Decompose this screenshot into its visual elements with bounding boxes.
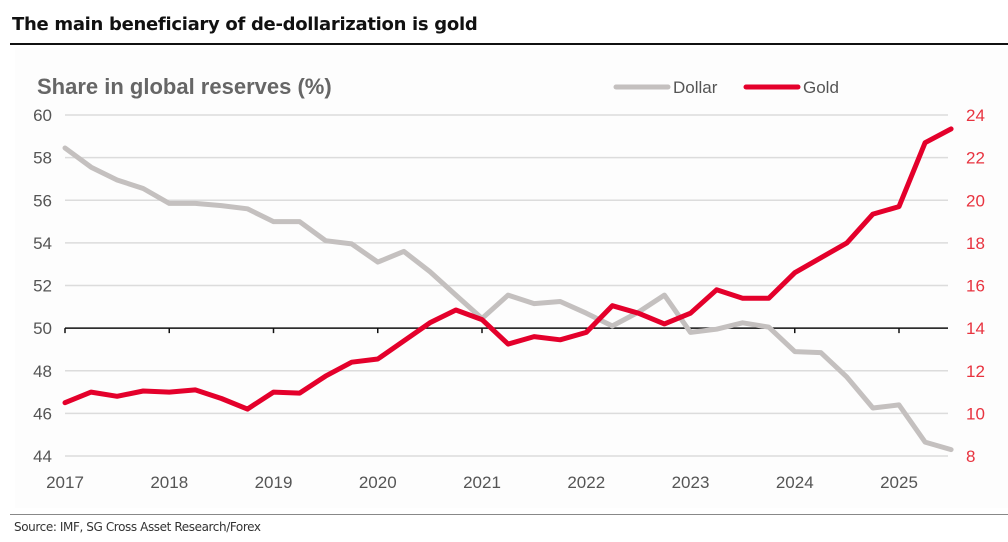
x-axis-ticks: 2017 2018 2019 2020 2021 2022 2023 2024 2025 <box>46 328 918 492</box>
right-axis-ticks: 8 10 12 14 16 18 20 22 24 <box>966 106 985 466</box>
left-tick-label: 52 <box>33 277 52 296</box>
right-tick-label: 24 <box>966 106 985 125</box>
source-rule <box>10 514 1008 515</box>
x-tick-label: 2022 <box>567 473 605 492</box>
x-tick-label: 2025 <box>880 473 918 492</box>
right-tick-label: 14 <box>966 319 985 338</box>
right-tick-label: 16 <box>966 277 985 296</box>
right-tick-label: 8 <box>966 447 975 466</box>
left-tick-label: 54 <box>33 234 52 253</box>
right-tick-label: 20 <box>966 191 985 210</box>
title-rule <box>10 43 1008 45</box>
left-tick-label: 56 <box>33 191 52 210</box>
left-tick-label: 48 <box>33 362 52 381</box>
y-axis-label: Share in global reserves (%) <box>37 74 332 99</box>
legend-label-dollar: Dollar <box>673 78 718 97</box>
left-tick-label: 46 <box>33 404 52 423</box>
series-lines <box>62 126 954 453</box>
x-tick-label: 2023 <box>672 473 710 492</box>
chart-panel <box>15 48 1008 508</box>
legend-label-gold: Gold <box>803 78 839 97</box>
x-tick-label: 2017 <box>46 473 84 492</box>
right-tick-label: 18 <box>966 234 985 253</box>
right-tick-label: 22 <box>966 149 985 168</box>
series-line-dollar <box>62 145 954 453</box>
left-tick-label: 44 <box>33 447 52 466</box>
x-tick-label: 2021 <box>463 473 501 492</box>
left-tick-label: 58 <box>33 149 52 168</box>
source-note: Source: IMF, SG Cross Asset Research/For… <box>14 520 261 534</box>
right-tick-label: 12 <box>966 362 985 381</box>
x-tick-label: 2024 <box>776 473 814 492</box>
x-tick-label: 2019 <box>255 473 293 492</box>
left-axis-ticks: 44 46 48 50 52 54 56 58 60 <box>33 106 52 466</box>
x-tick-label: 2018 <box>150 473 188 492</box>
right-tick-label: 10 <box>966 404 985 423</box>
gridlines <box>65 114 948 457</box>
legend: Dollar Gold <box>613 78 839 97</box>
left-tick-label: 60 <box>33 106 52 125</box>
chart-title: The main beneficiary of de-dollarization… <box>12 14 478 35</box>
left-tick-label: 50 <box>33 319 52 338</box>
series-line-gold <box>62 126 954 412</box>
x-tick-label: 2020 <box>359 473 397 492</box>
